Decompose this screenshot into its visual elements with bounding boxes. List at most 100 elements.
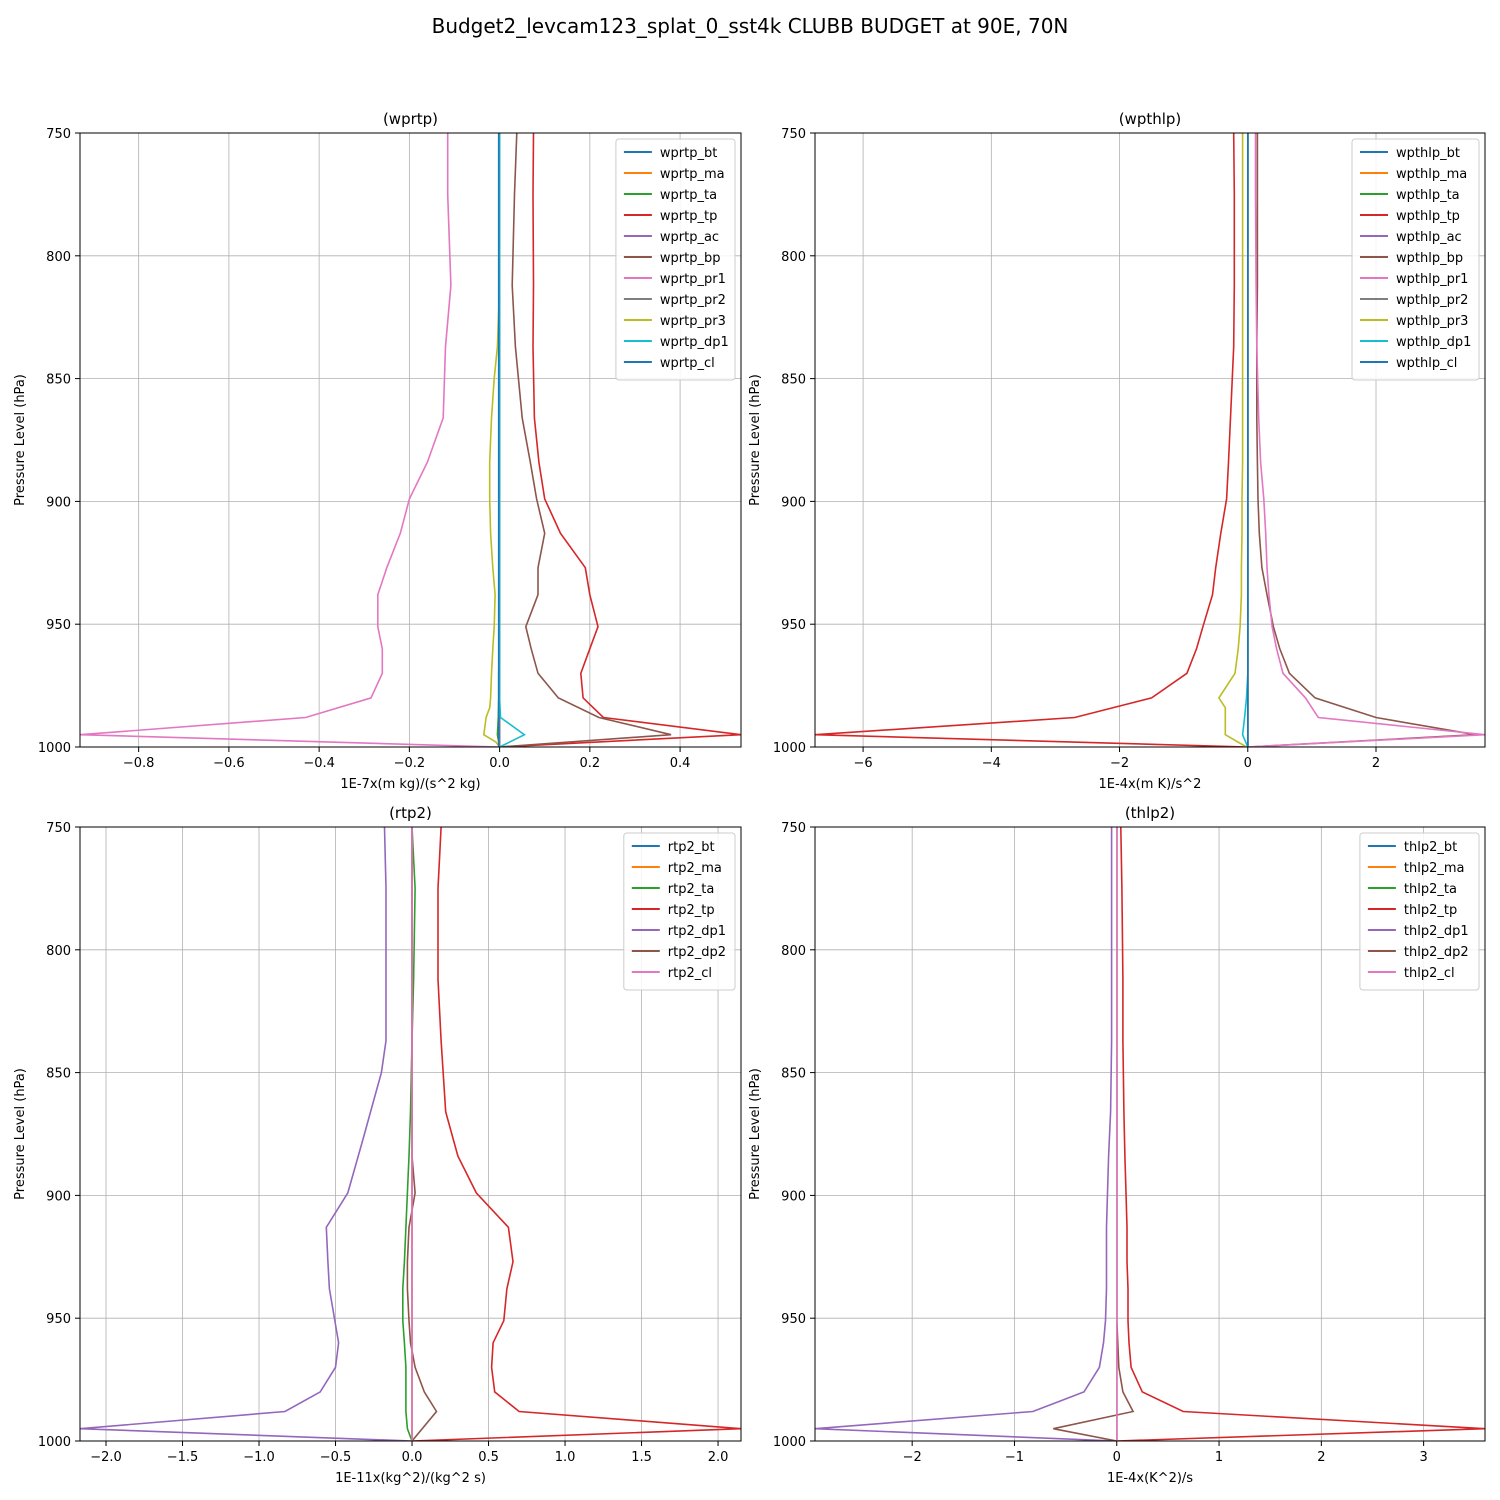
- series-line-rtp2_dp1: [80, 827, 413, 1441]
- panel-title: (wpthlp): [1119, 110, 1182, 128]
- x-tick-label: 2.0: [708, 1450, 729, 1465]
- y-tick-label: 1000: [773, 741, 806, 756]
- x-tick-label: −1: [1005, 1450, 1024, 1465]
- legend: wprtp_bt wprtp_ma wprtp_ta wprtp_tp wprtp_ac…: [615, 138, 736, 381]
- legend: rtp2_bt rtp2_ma rtp2_ta rtp2_tp rtp2_dp1 rtp2…: [623, 832, 736, 991]
- x-tick-label: 1.0: [555, 1450, 576, 1465]
- series-group: [815, 133, 1485, 747]
- legend-entry: wpthlp_dp1: [1396, 335, 1471, 350]
- legend-entry: rtp2_dp1: [668, 924, 726, 939]
- x-tick-label: 0.0: [402, 1450, 423, 1465]
- y-tick-label: 900: [781, 495, 806, 510]
- legend-entry: thlp2_tp: [1404, 903, 1457, 918]
- series-group: [80, 827, 741, 1441]
- y-tick-label: 900: [781, 1189, 806, 1204]
- legend-entry: thlp2_ma: [1404, 861, 1465, 876]
- y-tick-label: 800: [781, 944, 806, 959]
- legend-entry: wprtp_cl: [660, 356, 715, 371]
- y-tick-label: 950: [781, 618, 806, 633]
- x-tick-label: 0: [1244, 756, 1252, 771]
- y-tick-label: 750: [781, 821, 806, 836]
- y-axis-label: Pressure Level (hPa): [13, 374, 28, 506]
- x-axis-label: 1E-11x(kg^2)/(kg^2 s): [335, 1471, 486, 1486]
- series-group: [815, 827, 1485, 1441]
- y-tick-label: 1000: [38, 741, 71, 756]
- y-tick-label: 950: [46, 618, 71, 633]
- x-tick-label: −0.6: [213, 756, 245, 771]
- legend: wpthlp_bt wpthlp_ma wpthlp_ta wpthlp_tpwpth…: [1351, 138, 1480, 381]
- y-tick-label: 850: [46, 373, 71, 388]
- legend-entry: rtp2_dp2: [668, 945, 726, 960]
- x-tick-label: 0: [1113, 1450, 1121, 1465]
- series-line-thlp2_tp: [1116, 827, 1485, 1441]
- series-line-rtp2_ta: [401, 827, 416, 1441]
- series-line-wprtp_pr1: [80, 133, 500, 747]
- legend-entry: thlp2_dp2: [1404, 945, 1469, 960]
- legend-entry: wpthlp_bp: [1396, 251, 1463, 266]
- plot-frame: [814, 132, 1486, 748]
- legend-entry: wpthlp_cl: [1396, 356, 1457, 371]
- panel-wpthlp: −6 −4 −2 0 2 750 800 850 900 950 1000 1E-4x(m K)/s^…: [748, 110, 1486, 792]
- x-tick-label: −2: [903, 1450, 922, 1465]
- legend-entry: wpthlp_ta: [1396, 188, 1460, 203]
- x-tick-label: −6: [854, 756, 873, 771]
- x-tick-label: 0.2: [580, 756, 601, 771]
- legend-entry: wprtp_bt: [660, 146, 717, 161]
- legend-entry: wprtp_pr1: [660, 272, 726, 287]
- plot-frame: [79, 826, 742, 1442]
- legend-entry: wpthlp_tp: [1396, 209, 1460, 224]
- series-line-thlp2_dp2: [1053, 827, 1135, 1441]
- x-tick-label: 2: [1372, 756, 1380, 771]
- series-line-rtp2_tp: [411, 827, 741, 1441]
- y-tick-label: 800: [46, 250, 71, 265]
- panel-thlp2: −2 −1 0 1 2 3 750 800 850 900 950 1000 1E-4x(K^2)/s P…: [748, 804, 1486, 1486]
- y-tick-label: 900: [46, 495, 71, 510]
- x-tick-label: −4: [982, 756, 1001, 771]
- y-axis-label: Pressure Level (hPa): [748, 374, 763, 506]
- x-tick-label: −0.4: [303, 756, 335, 771]
- y-tick-label: 1000: [773, 1435, 806, 1450]
- legend-entry: thlp2_ta: [1404, 882, 1457, 897]
- y-tick-label: 750: [46, 821, 71, 836]
- legend-entry: wprtp_ta: [660, 188, 717, 203]
- y-axis-label: Pressure Level (hPa): [748, 1068, 763, 1200]
- series-line-wprtp_pr3: [482, 133, 501, 747]
- y-tick-label: 850: [781, 373, 806, 388]
- x-tick-label: 1: [1215, 1450, 1223, 1465]
- legend-entry: wprtp_pr3: [660, 314, 726, 329]
- x-tick-label: 2: [1317, 1450, 1325, 1465]
- legend-entry: wprtp_pr2: [660, 293, 726, 308]
- y-tick-label: 950: [46, 1312, 71, 1327]
- x-tick-label: −0.5: [320, 1450, 352, 1465]
- y-tick-label: 800: [781, 250, 806, 265]
- figure-title: Budget2_levcam123_splat_0_sst4k CLUBB BU…: [431, 14, 1069, 38]
- series-line-thlp2_dp1: [815, 827, 1117, 1441]
- legend-entry: wprtp_ac: [660, 230, 719, 245]
- legend-entry: wprtp_dp1: [660, 335, 729, 350]
- legend-entry: wpthlp_pr3: [1396, 314, 1468, 329]
- y-tick-label: 850: [781, 1067, 806, 1082]
- x-tick-label: 1.5: [631, 1450, 652, 1465]
- plot-frame: [79, 132, 742, 748]
- legend-entry: rtp2_ma: [668, 861, 722, 876]
- x-tick-label: −2.0: [90, 1450, 122, 1465]
- legend-entry: rtp2_bt: [668, 840, 715, 855]
- legend-entry: wprtp_tp: [660, 209, 717, 224]
- series-group: [80, 133, 741, 747]
- x-tick-label: 0.5: [478, 1450, 499, 1465]
- panel-wprtp: −0.8 −0.6 −0.4 −0.2 0.0 0.2 0.4 750 800 850 900 950…: [13, 110, 742, 792]
- legend-entry: rtp2_tp: [668, 903, 715, 918]
- x-tick-label: −1.5: [167, 1450, 199, 1465]
- y-tick-label: 950: [781, 1312, 806, 1327]
- legend-entry: wprtp_ma: [660, 167, 725, 182]
- series-line-wpthlp_pr3: [1217, 133, 1247, 747]
- legend-entry: wpthlp_bt: [1396, 146, 1460, 161]
- panel-title: (wprtp): [383, 110, 438, 128]
- legend-entry: wpthlp_pr2: [1396, 293, 1468, 308]
- x-tick-label: 0.4: [670, 756, 691, 771]
- legend: thlp2_bt thlp2_ma thlp2_ta thlp2_tp thlp2_dp…: [1359, 832, 1480, 991]
- legend-entry: rtp2_ta: [668, 882, 715, 897]
- panel-title: (thlp2): [1125, 804, 1175, 822]
- legend-entry: wprtp_bp: [660, 251, 721, 266]
